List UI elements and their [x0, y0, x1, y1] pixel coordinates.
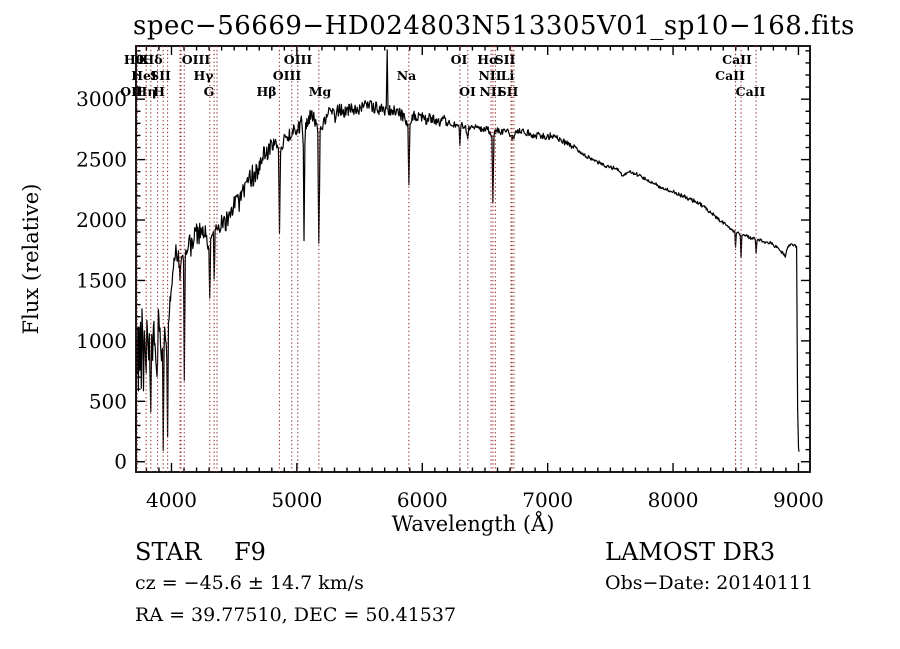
spectral-line-label: K	[138, 52, 150, 67]
spectral-line-label: NII	[479, 84, 502, 99]
spectral-line-label: CaII	[722, 52, 752, 67]
spectral-line-label: OIII	[284, 52, 313, 67]
survey-release-label: LAMOST DR3	[605, 538, 776, 566]
spectral-line-label: G	[204, 84, 215, 99]
spectral-line-label: Hα	[477, 52, 499, 67]
spectral-line-label: OII	[120, 84, 143, 99]
spectral-line-label: OI	[451, 52, 468, 67]
spectral-line-label: HeI	[131, 68, 157, 83]
x-tick-label: 9000	[773, 488, 824, 512]
object-subclass-label: F9	[234, 538, 266, 566]
x-tick-label: 5000	[271, 488, 322, 512]
spectral-line-label: CaII	[715, 68, 745, 83]
spectral-line-label: OIII	[182, 52, 211, 67]
spectral-line-label: NII	[478, 68, 501, 83]
y-tick-label: 2500	[76, 148, 127, 172]
y-tick-label: 1500	[76, 268, 127, 292]
x-tick-label: 4000	[146, 488, 197, 512]
spectral-line-label: Li	[501, 68, 515, 83]
spectral-line-label: SII	[498, 84, 519, 99]
spectral-line-label: Hδ	[142, 52, 162, 67]
spectral-line-label: Hγ	[193, 68, 214, 83]
ra-dec-text: RA = 39.77510, DEC = 50.41537	[135, 604, 457, 626]
y-tick-label: 500	[89, 389, 127, 413]
x-axis-title: Wavelength (Å)	[392, 511, 555, 536]
spectral-line-label: Hη	[136, 84, 157, 99]
y-tick-label: 3000	[76, 87, 127, 111]
y-tick-label: 2000	[76, 208, 127, 232]
spectral-line-label: Na	[397, 68, 417, 83]
spectral-line-label: H	[153, 84, 165, 99]
x-tick-label: 8000	[648, 488, 699, 512]
spectral-line-label: Hθ	[124, 52, 144, 67]
cz-velocity-text: cz = −45.6 ± 14.7 km/s	[135, 572, 364, 594]
spectral-line-label: Hβ	[256, 84, 276, 99]
spectrum-line	[135, 49, 800, 452]
spectral-line-label: SII	[495, 52, 516, 67]
spectral-line-label: OIII	[273, 68, 302, 83]
x-tick-label: 7000	[522, 488, 573, 512]
plot-frame	[135, 45, 811, 473]
x-tick-label: 6000	[397, 488, 448, 512]
object-class-label: STAR	[135, 538, 202, 566]
spectral-line-label: OI	[459, 84, 476, 99]
y-axis-title: Flux (relative)	[19, 184, 43, 335]
plot-title: spec−56669−HD024803N513305V01_sp10−168.f…	[133, 11, 855, 41]
spectral-line-label: CaII	[736, 84, 766, 99]
obs-date-text: Obs−Date: 20140111	[605, 572, 813, 594]
spectral-line-label: Mg	[309, 84, 332, 99]
spectral-line-label: SII	[150, 68, 171, 83]
y-tick-label: 0	[114, 450, 127, 474]
y-tick-label: 1000	[76, 329, 127, 353]
